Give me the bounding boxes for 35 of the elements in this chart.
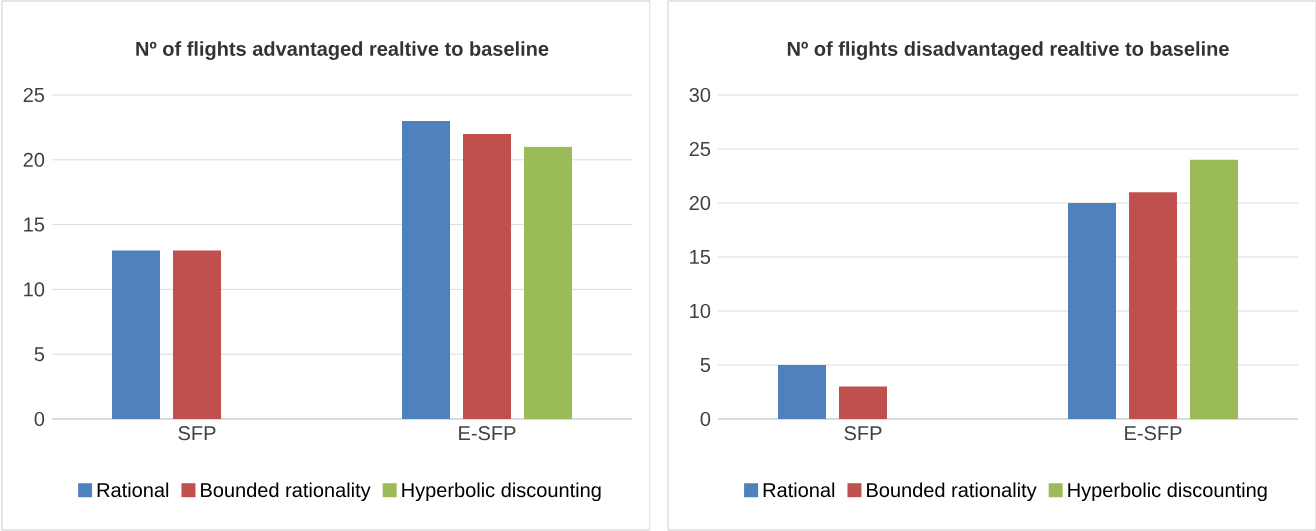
bar <box>839 386 888 419</box>
legend-label: Rational <box>763 482 835 498</box>
x-tick-label: SFP <box>178 426 216 441</box>
y-tick-label: 0 <box>700 411 711 427</box>
y-tick-label: 20 <box>689 195 711 211</box>
bar <box>1190 159 1239 419</box>
y-tick-label: 0 <box>34 411 45 427</box>
bar <box>524 146 573 419</box>
x-tick-label: E-SFP <box>1125 426 1182 441</box>
y-tick-label: 10 <box>24 282 45 297</box>
legend-label: Hyperbolic discounting <box>1068 482 1267 502</box>
x-tick-label: SFP <box>844 426 882 441</box>
y-tick-label: 10 <box>690 303 711 319</box>
chart-title: Nº of flights disadvantaged realtive to baseline <box>787 41 1229 60</box>
chart-title: Nº of flights advantaged realtive to baseline <box>136 41 549 60</box>
y-tick-label: 30 <box>689 87 711 103</box>
bar <box>463 133 512 419</box>
legend-label: Hyperbolic discounting <box>402 482 601 502</box>
legend-label: Rational <box>97 482 169 498</box>
y-tick-label: 5 <box>700 358 711 372</box>
bar <box>1068 203 1117 419</box>
legend-label: Bounded rationality <box>201 482 371 502</box>
bar <box>1129 192 1178 419</box>
bar <box>778 365 827 419</box>
legend-label: Bounded rationality <box>867 482 1037 502</box>
y-tick-label: 20 <box>23 152 45 167</box>
y-tick-label: 25 <box>689 141 711 157</box>
bar <box>112 250 161 419</box>
y-tick-label: 25 <box>23 87 45 103</box>
bar <box>173 250 222 419</box>
y-tick-label: 15 <box>24 217 45 232</box>
y-tick-label: 5 <box>34 347 45 362</box>
bar <box>402 120 450 419</box>
x-tick-label: E-SFP <box>459 426 516 441</box>
y-tick-label: 15 <box>690 250 711 264</box>
